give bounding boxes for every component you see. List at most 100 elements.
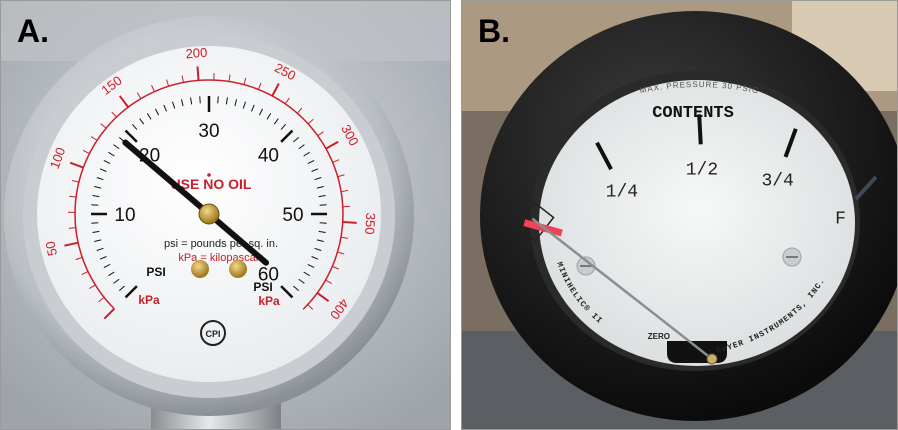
- zero-adjust-slot: [667, 341, 727, 363]
- kpa-tick: [284, 97, 290, 105]
- kpa-tick: [100, 123, 107, 129]
- panel-label: B.: [478, 13, 510, 49]
- kpa-tick: [243, 77, 247, 85]
- kpa-tick: [151, 85, 155, 92]
- psi-tick: [311, 168, 319, 172]
- kpa-scale-label: 200: [185, 45, 208, 62]
- psi-tick: [190, 97, 193, 105]
- psi-tick: [280, 123, 287, 130]
- psi-tick: [91, 222, 99, 224]
- kpa-tick: [342, 221, 357, 224]
- psi-tick: [96, 247, 104, 251]
- kpa-tick: [307, 304, 314, 310]
- psi-scale-label: 20: [139, 146, 160, 167]
- psi-tick: [99, 168, 107, 172]
- panel-label: A.: [17, 13, 49, 49]
- psi-tick: [316, 185, 324, 189]
- psi-tick: [319, 222, 327, 224]
- psi-tick: [298, 144, 305, 150]
- psi-tick: [318, 195, 326, 198]
- gauge-face: [539, 80, 855, 366]
- psi-tick: [217, 96, 219, 104]
- psi-tick: [99, 256, 107, 260]
- psi-tick: [91, 204, 99, 206]
- psi-tick: [163, 104, 167, 112]
- psi-tick: [94, 239, 102, 243]
- kpa-tick: [307, 118, 314, 125]
- screw-left: [576, 256, 596, 276]
- psi-tick: [124, 285, 138, 299]
- contents-gauge-photo: [462, 1, 897, 429]
- psi-tick: [319, 204, 327, 206]
- psi-tick: [199, 96, 201, 104]
- kpa-tick: [98, 296, 105, 303]
- kpa-tick: [271, 83, 280, 97]
- psi-tick: [92, 195, 100, 198]
- contents-tick: [783, 128, 798, 158]
- kpa-scale-label: 50: [42, 240, 60, 257]
- kpa-tick: [337, 251, 345, 255]
- contents-tick: [595, 141, 613, 171]
- kpa-tick: [166, 79, 170, 87]
- psi-tick: [258, 108, 264, 116]
- psi-tick: [280, 285, 294, 299]
- psi-tick: [113, 278, 120, 284]
- psi-tick: [103, 159, 111, 165]
- kpa-tick: [64, 241, 79, 247]
- kpa-tick: [332, 159, 340, 163]
- kpa-tick: [69, 161, 84, 169]
- psi-tick: [108, 151, 115, 157]
- psi-tick: [273, 118, 279, 125]
- psi-tick: [94, 185, 102, 189]
- psi-tick: [92, 230, 100, 233]
- psi-tick: [103, 263, 111, 269]
- psi-scale-label: 30: [198, 121, 219, 142]
- kpa-scale-label: 100: [47, 145, 69, 171]
- psi-tick: [280, 129, 294, 143]
- kpa-tick: [69, 195, 77, 198]
- kpa-tick: [340, 236, 348, 239]
- psi-tick: [180, 99, 184, 107]
- kpa-tick: [118, 95, 129, 108]
- kpa-tick: [68, 227, 76, 229]
- psi-tick: [154, 108, 160, 116]
- psi-tick: [307, 263, 315, 269]
- kpa-tick: [332, 265, 339, 270]
- psi-tick: [172, 101, 176, 109]
- psi-tick: [251, 104, 255, 112]
- kpa-tick: [81, 271, 89, 275]
- contents-tick: [697, 114, 703, 145]
- psi-tick: [314, 247, 322, 251]
- psi-scale-label: 60: [258, 264, 279, 285]
- psi-tick: [118, 285, 125, 292]
- kpa-tick: [296, 107, 303, 114]
- psi-tick: [318, 230, 326, 233]
- kpa-tick: [316, 292, 330, 302]
- kpa-tick: [136, 92, 142, 99]
- psi-scale-label: 50: [282, 205, 303, 226]
- psi-tick: [131, 123, 138, 130]
- kpa-tick: [103, 308, 115, 320]
- kpa-tick: [89, 284, 96, 290]
- psi-tick: [146, 113, 152, 120]
- kpa-tick: [228, 74, 231, 82]
- panel-b: B. MAX. PRESSURE 30 PSIG CONTENTS MINIHE…: [461, 0, 898, 430]
- gauge-tick-marks: [64, 66, 357, 349]
- kpa-tick: [196, 66, 200, 81]
- kpa-tick: [337, 174, 345, 178]
- psi-tick: [307, 159, 315, 165]
- kpa-tick: [317, 131, 324, 137]
- psi-tick: [303, 271, 310, 277]
- psi-tick: [225, 97, 228, 105]
- psi-tick: [316, 239, 324, 243]
- psi-tick: [293, 136, 300, 143]
- psi-tick: [311, 256, 319, 260]
- psi-tick: [298, 278, 305, 284]
- kpa-tick: [181, 75, 184, 83]
- screw-right: [782, 247, 802, 267]
- contents-tick: [854, 175, 878, 201]
- psi-tick: [113, 144, 120, 150]
- kpa-tick: [257, 82, 262, 90]
- kpa-tick: [75, 256, 83, 261]
